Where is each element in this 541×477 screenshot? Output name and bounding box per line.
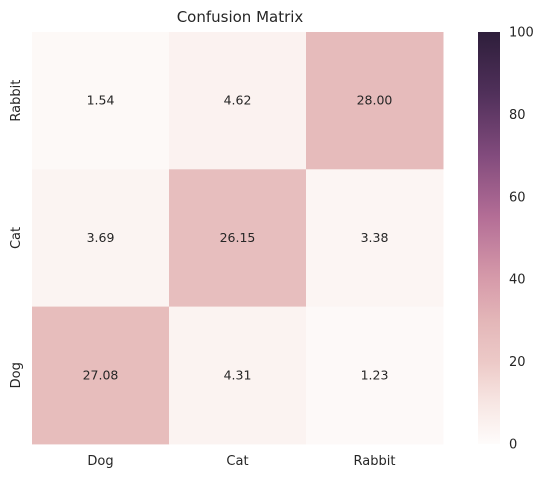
colorbar-tick-label: 60: [509, 190, 526, 205]
cell-value-label: 1.23: [361, 367, 389, 382]
colorbar-tick-label: 20: [509, 355, 526, 370]
cell-value-label: 3.69: [87, 230, 115, 245]
cell-value-label: 1.54: [87, 93, 115, 108]
heatmap-cell: [306, 306, 444, 445]
heatmap-cell: [32, 306, 170, 445]
colorbar: [478, 32, 500, 444]
cell-value-label: 4.62: [224, 93, 252, 108]
colorbar-tick-label: 40: [509, 273, 526, 288]
colorbar-tick-label: 0: [509, 438, 517, 453]
y-tick-label: Cat: [9, 227, 24, 249]
heatmap-cells: 1.54 4.62 28.00 3.69 26.15 3.38 27.08 4.31 1.23: [32, 32, 444, 445]
heatmap-cell: [306, 169, 444, 308]
cell-value-label: 26.15: [220, 230, 256, 245]
heatmap-cell: [32, 169, 170, 308]
y-axis-ticks: Rabbit Cat Dog: [9, 80, 24, 389]
colorbar-tick-label: 80: [509, 108, 526, 123]
cell-value-label: 28.00: [357, 93, 393, 108]
y-tick-label: Dog: [9, 362, 24, 388]
heatmap-cell: [169, 306, 307, 445]
heatmap-cell: [306, 32, 444, 170]
x-tick-label: Rabbit: [354, 454, 396, 469]
colorbar-ticks: 0 20 40 60 80 100: [509, 26, 534, 453]
heatmap-cell: [169, 169, 307, 308]
heatmap-cell: [169, 32, 307, 170]
x-tick-label: Cat: [226, 454, 248, 469]
cell-value-label: 27.08: [83, 367, 119, 382]
y-tick-label: Rabbit: [9, 80, 24, 122]
x-tick-label: Dog: [87, 454, 113, 469]
colorbar-tick-label: 100: [509, 26, 534, 41]
chart-title: Confusion Matrix: [177, 8, 304, 26]
x-axis-ticks: Dog Cat Rabbit: [87, 454, 395, 469]
cell-value-label: 3.38: [361, 230, 389, 245]
cell-value-label: 4.31: [224, 367, 252, 382]
heatmap-cell: [32, 32, 170, 170]
